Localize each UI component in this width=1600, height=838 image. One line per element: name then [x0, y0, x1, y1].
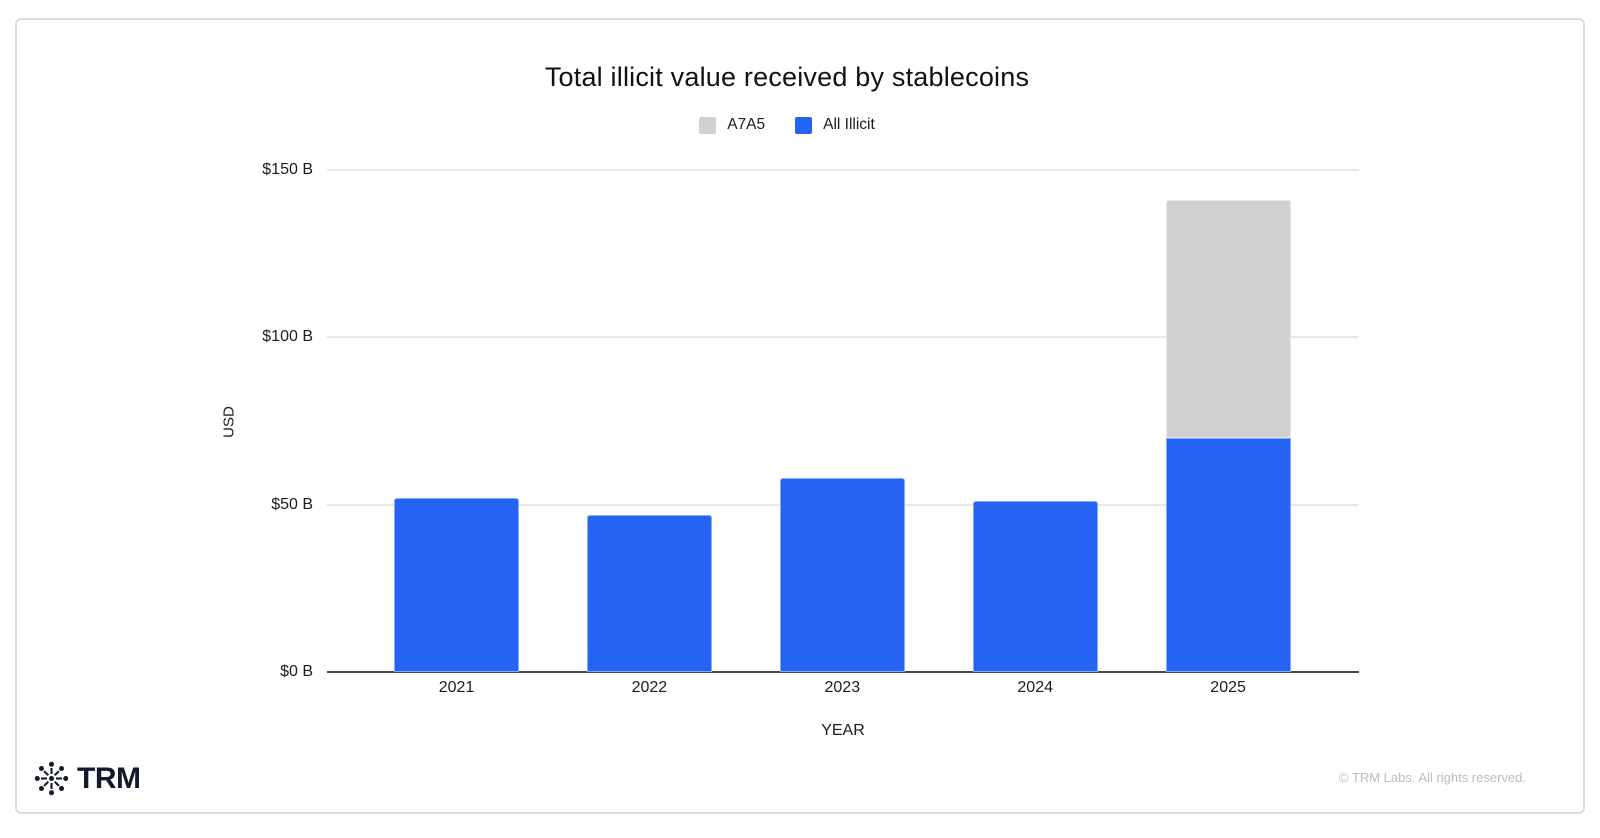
- legend-item-all-illicit[interactable]: All Illicit: [795, 116, 875, 134]
- bar-2024-all-illicit[interactable]: [972, 501, 1098, 672]
- legend-item-a7a5[interactable]: A7A5: [699, 116, 765, 134]
- x-tick-label: 2024: [1017, 679, 1053, 696]
- gridline: [327, 336, 1359, 339]
- chart-title: Total illicit value received by stableco…: [544, 62, 1030, 92]
- bar-2022-all-illicit[interactable]: [586, 514, 712, 672]
- legend-label: A7A5: [727, 116, 766, 133]
- legend-swatch: [795, 116, 813, 134]
- plot-area: $0 B $50 B $100 B $150 B 2021 2022 2023 2024 202…: [17, 20, 1583, 812]
- chart-legend: A7A5 All Illicit: [17, 116, 1557, 134]
- y-axis-title: USD: [220, 406, 238, 438]
- x-tick-label: 2022: [631, 679, 668, 696]
- x-tick-label: 2023: [824, 679, 861, 696]
- y-tick-label: $100 B: [262, 328, 313, 346]
- chart-card: Total illicit value received by stableco…: [15, 18, 1585, 814]
- gridline: [327, 169, 1359, 171]
- x-tick-label: 2025: [1210, 679, 1246, 696]
- trm-logo-text: TRM: [77, 761, 141, 795]
- y-tick-label: $0 B: [280, 663, 313, 680]
- legend-label: All Illicit: [823, 116, 875, 133]
- trm-logo: TRM: [33, 760, 141, 797]
- y-tick-label: $150 B: [262, 161, 313, 178]
- y-tick-label: $50 B: [271, 495, 313, 513]
- chart-header: Total illicit value received by stableco…: [17, 20, 1557, 160]
- x-axis-title: YEAR: [821, 722, 865, 739]
- copyright-text: © TRM Labs. All rights reserved.: [1338, 770, 1526, 785]
- legend-swatch: [699, 116, 717, 134]
- trm-starburst-icon: [33, 760, 70, 797]
- x-tick-label: 2021: [438, 679, 475, 696]
- bar-2025-a7a5[interactable]: [1165, 200, 1291, 438]
- bar-2021-all-illicit[interactable]: [394, 497, 519, 672]
- bar-2023-all-illicit[interactable]: [779, 477, 905, 672]
- x-axis-baseline: [327, 671, 1359, 673]
- bar-2025-all-illicit[interactable]: [1165, 437, 1291, 672]
